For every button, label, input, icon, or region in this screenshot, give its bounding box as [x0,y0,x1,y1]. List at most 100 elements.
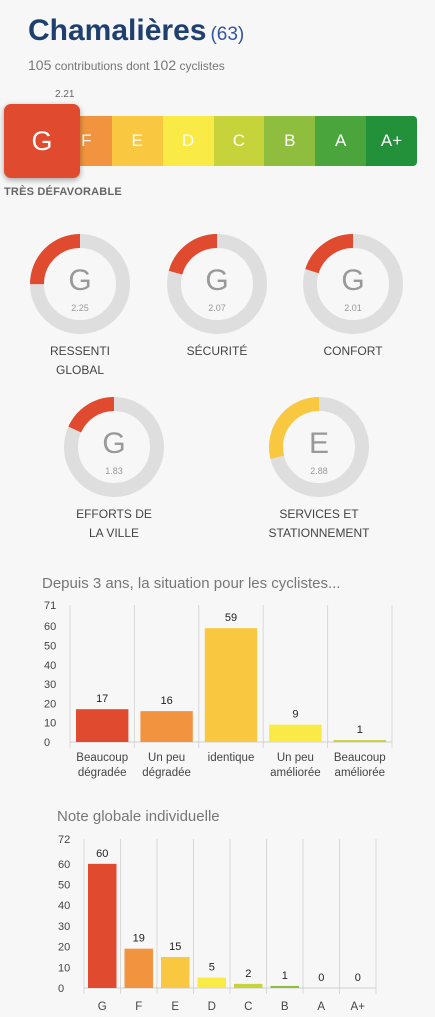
category-donut: G 2.07 SÉCURITÉ [162,232,272,361]
grade-cell-e: E [111,116,163,166]
chart-bar [197,977,226,988]
contributions-summary: 105 contributions dont 102 cyclistes [28,57,225,73]
bar-value-label: 59 [225,612,237,624]
x-tick-label: D [208,1001,216,1013]
category-label-line2: STATIONNEMENT [268,526,370,540]
y-tick-label: 30 [58,921,70,933]
bar-value-label: 9 [292,709,298,721]
bar-value-label: 19 [133,933,145,945]
chart-bar [140,711,193,742]
donut-ring: G 2.01 [303,234,403,334]
y-tick-label: 60 [44,621,56,633]
donut-fill [167,234,267,334]
current-grade-badge: G [4,104,80,178]
y-tick-label: 71 [44,600,56,612]
grade-cell-aplus: A+ [366,116,417,166]
category-label: EFFORTS DE LA VILLE [59,505,169,543]
category-label-line1: SÉCURITÉ [186,344,248,358]
y-tick-label: 0 [44,737,50,749]
bar-value-label: 15 [169,941,181,953]
bar-value-label: 2 [245,968,251,980]
bar-value-label: 1 [357,724,363,736]
grade-label: TRÈS DÉFAVORABLE [4,186,122,198]
x-tick-label: Un peu [277,752,314,764]
bar-value-label: 5 [209,962,215,974]
overall-score: 2.21 [55,89,75,100]
x-tick-label: dégradée [142,767,191,779]
x-tick-label: Un peu [148,752,185,764]
y-tick-label: 40 [58,900,70,912]
bar-value-label: 0 [318,972,324,984]
grade-cell-c: C [213,116,265,166]
category-grade: G [341,264,364,297]
y-tick-label: 30 [44,679,56,691]
chart-bar [204,628,258,742]
category-grade: G [68,264,91,297]
category-label-line1: CONFORT [323,344,383,358]
cyclist-text: cyclistes [176,59,225,73]
y-tick-label: 40 [44,660,56,672]
category-donut: G 2.01 CONFORT [298,232,408,361]
x-tick-label: identique [208,752,255,764]
category-score: 2.88 [310,466,328,476]
category-donut: E 2.88 SERVICES ET STATIONNEMENT [264,395,374,543]
city-name: Chamalières [28,14,207,47]
city-count: (63) [210,24,245,45]
grade-cell-d: D [162,116,214,166]
x-tick-label: améliorée [270,767,321,779]
contrib-text: contributions dont [51,59,153,73]
category-score: 2.01 [344,303,362,313]
bar-value-label: 1 [282,970,288,982]
category-label-line1: EFFORTS DE [76,507,152,521]
category-label-line2: GLOBAL [55,363,105,377]
grade-cell-b: B [264,116,316,166]
x-tick-label: A [317,1001,325,1013]
y-tick-label: 0 [58,983,64,995]
individual-rating-bar-chart: 0 10 20 30 40 50 60 72 60 G 19 F 15 E 5 D 2 C 1 B 0 A 0 A+ [58,834,377,1013]
donut-ring: E 2.88 [269,397,369,497]
x-tick-label: E [171,1001,179,1013]
city-title: Chamalières (63) [28,14,244,48]
donut-fill [269,397,369,497]
category-donut: G 1.83 EFFORTS DE LA VILLE [59,395,169,543]
y-tick-label: 10 [58,962,70,974]
x-tick-label: A+ [351,1001,366,1013]
y-tick-label: 72 [58,834,70,846]
chart-bar [88,863,117,988]
donut-fill [30,234,130,334]
category-donut: G 2.25 RESSENTI GLOBAL [25,232,135,380]
category-label-line1: SERVICES ET [279,507,359,521]
individual-rating-chart-title: Note globale individuelle [57,808,220,825]
chart-bar [269,724,322,742]
evolution-chart-title: Depuis 3 ans, la situation pour les cycl… [42,575,341,592]
x-tick-label: Beaucoup [334,752,386,764]
chart-bar [333,740,386,742]
category-grade: G [102,427,125,460]
grade-cell-a: A [315,116,367,166]
bar-value-label: 17 [96,693,108,705]
y-tick-label: 50 [44,641,56,653]
donut-fill [303,234,403,334]
x-tick-label: Beaucoup [76,752,128,764]
chart-bar [76,709,129,742]
donut-ring: G 1.83 [64,397,164,497]
category-score: 1.83 [105,466,123,476]
bar-value-label: 16 [160,695,172,707]
donut-ring: G 2.07 [167,234,267,334]
x-tick-label: G [98,1001,107,1013]
bar-value-label: 0 [355,972,361,984]
y-tick-label: 20 [44,698,56,710]
y-tick-label: 10 [44,718,56,730]
x-tick-label: dégradée [78,767,127,779]
category-grade: E [309,427,329,460]
x-tick-label: B [281,1001,289,1013]
cyclist-count: 102 [152,57,177,73]
y-tick-label: 60 [58,859,70,871]
category-label-line1: RESSENTI [49,344,110,358]
chart-bar [270,985,299,988]
contrib-count: 105 [28,57,52,73]
donut-ring: G 2.25 [30,234,130,334]
y-tick-label: 20 [58,942,70,954]
x-tick-label: améliorée [335,767,386,779]
category-score: 2.25 [71,303,89,313]
